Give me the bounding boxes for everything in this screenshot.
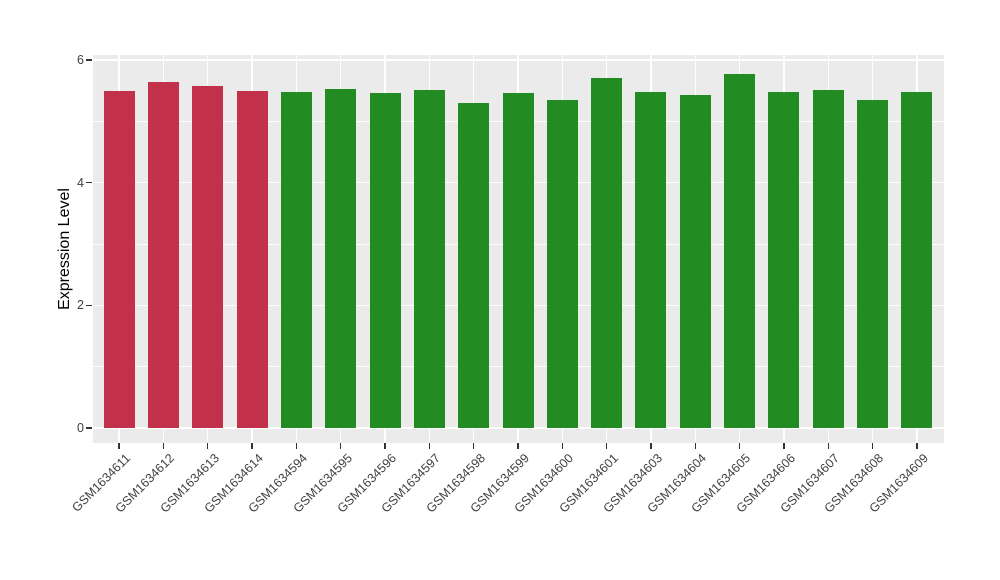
bar xyxy=(236,91,268,428)
bar xyxy=(103,90,135,428)
x-axis-tick xyxy=(118,443,120,449)
x-axis-tick xyxy=(871,443,874,449)
x-axis-tick xyxy=(517,443,519,449)
bar xyxy=(901,91,933,428)
bar xyxy=(768,91,800,428)
x-axis-tick xyxy=(162,443,165,449)
x-axis-tick xyxy=(295,443,298,449)
x-axis-tick xyxy=(783,443,785,449)
y-tick-label: 2 xyxy=(77,298,84,313)
x-axis-tick xyxy=(650,443,652,449)
x-axis-tick xyxy=(738,443,741,449)
bar xyxy=(724,73,756,428)
bar xyxy=(325,88,357,428)
x-axis-tick xyxy=(428,443,431,449)
y-tick-label: 0 xyxy=(77,421,84,435)
y-axis-tick xyxy=(86,304,92,307)
bar xyxy=(458,102,490,428)
bar xyxy=(280,91,312,428)
y-tick-label: 4 xyxy=(77,175,84,190)
bar xyxy=(635,91,667,428)
x-axis-tick xyxy=(827,443,829,449)
y-axis-tick xyxy=(86,59,92,61)
x-axis-tick xyxy=(916,443,918,449)
x-axis-tick xyxy=(605,443,608,449)
y-axis-tick xyxy=(86,427,92,429)
x-axis-tick xyxy=(472,443,475,449)
x-axis-tick xyxy=(339,443,342,449)
bar xyxy=(591,78,623,428)
x-axis-tick xyxy=(251,443,253,449)
bar xyxy=(502,92,534,428)
y-tick-label: 6 xyxy=(77,53,84,68)
bar xyxy=(369,93,401,428)
y-axis-title: Expression Level xyxy=(56,188,73,310)
x-axis-tick xyxy=(206,443,209,449)
bar xyxy=(546,99,578,428)
x-axis-tick xyxy=(561,443,564,449)
bar xyxy=(413,90,445,428)
bar xyxy=(812,90,844,428)
bar xyxy=(192,85,224,428)
x-axis-tick xyxy=(694,443,697,449)
bar xyxy=(147,82,179,428)
bar xyxy=(679,94,711,428)
x-axis-tick xyxy=(384,443,386,449)
plot-panel xyxy=(92,55,944,443)
bar xyxy=(857,99,889,428)
y-axis-tick xyxy=(86,181,92,184)
